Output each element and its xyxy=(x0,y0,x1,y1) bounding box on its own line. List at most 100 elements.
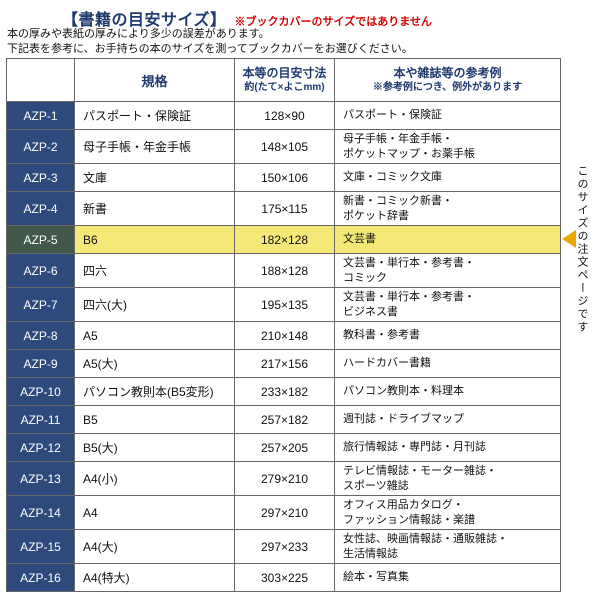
row-code: AZP-2 xyxy=(6,129,75,164)
row-code: AZP-11 xyxy=(6,405,75,434)
title-warning-text: ※ブックカバーのサイズではありません xyxy=(234,16,432,28)
intro-notes: 本の厚みや表紙の厚みにより多少の誤差があります。 下記表を参考に、お手持ちの本の… xyxy=(7,27,413,58)
row-standard: A4(大) xyxy=(74,529,235,564)
header-standard: 規格 xyxy=(74,58,235,102)
size-guide-table: 規格 本等の目安寸法 約(たて×よこmm) 本や雑誌等の参考例 ※参考例につき、… xyxy=(6,58,561,592)
row-code: AZP-9 xyxy=(6,349,75,378)
row-size: 279×210 xyxy=(234,461,335,496)
row-standard: B5 xyxy=(74,405,235,434)
table-row: AZP-2 母子手帳・年金手帳 148×105 母子手帳・年金手帳・ ポケットマップ・… xyxy=(6,129,561,164)
table-row: AZP-6 四六 188×128 文芸書・単行本・参考書・ コミック xyxy=(6,253,561,288)
row-size: 257×182 xyxy=(234,405,335,434)
table-row: AZP-3 文庫 150×106 文庫・コミック文庫 xyxy=(6,163,561,192)
row-size: 257×205 xyxy=(234,433,335,462)
row-standard: 新書 xyxy=(74,191,235,226)
row-size: 182×128 xyxy=(234,225,335,254)
row-code: AZP-12 xyxy=(6,433,75,462)
table-row: AZP-16 A4(特大) 303×225 絵本・写真集 xyxy=(6,563,561,592)
row-size: 210×148 xyxy=(234,321,335,350)
table-row: AZP-1 パスポート・保険証 128×90 パスポート・保険証 xyxy=(6,101,561,130)
row-examples: パソコン教則本・料理本 xyxy=(334,377,561,406)
row-size: 150×106 xyxy=(234,163,335,192)
row-standard: B5(大) xyxy=(74,433,235,462)
table-row: AZP-4 新書 175×115 新書・コミック新書・ ポケット辞書 xyxy=(6,191,561,226)
row-examples: テレビ情報誌・モーター雑誌・ スポーツ雑誌 xyxy=(334,461,561,496)
table-row: AZP-5 B6 182×128 文芸書 xyxy=(6,225,561,254)
row-size: 148×105 xyxy=(234,129,335,164)
table-body: AZP-1 パスポート・保険証 128×90 パスポート・保険証 AZP-2 母子手帳・年… xyxy=(6,101,561,592)
row-code: AZP-3 xyxy=(6,163,75,192)
row-code: AZP-16 xyxy=(6,563,75,592)
row-size: 128×90 xyxy=(234,101,335,130)
row-examples: 新書・コミック新書・ ポケット辞書 xyxy=(334,191,561,226)
header-size: 本等の目安寸法 約(たて×よこmm) xyxy=(234,58,335,102)
table-header-row: 規格 本等の目安寸法 約(たて×よこmm) 本や雑誌等の参考例 ※参考例につき、… xyxy=(6,58,561,102)
row-examples: 絵本・写真集 xyxy=(334,563,561,592)
row-standard: 母子手帳・年金手帳 xyxy=(74,129,235,164)
row-standard: A4(小) xyxy=(74,461,235,496)
vertical-order-page-note: このサイズの注文ページです xyxy=(576,165,588,334)
table-header: 規格 本等の目安寸法 約(たて×よこmm) 本や雑誌等の参考例 ※参考例につき、… xyxy=(6,58,561,102)
row-examples: ハードカバー書籍 xyxy=(334,349,561,378)
row-size: 233×182 xyxy=(234,377,335,406)
table-row: AZP-14 A4 297×210 オフィス用品カタログ・ ファッション情報誌・楽譜 xyxy=(6,495,561,530)
header-examples-title: 本や雑誌等の参考例 xyxy=(393,66,502,81)
table-row: AZP-7 四六(大) 195×135 文芸書・単行本・参考書・ ビジネス書 xyxy=(6,287,561,322)
row-standard: A5 xyxy=(74,321,235,350)
note-line-2: 下記表を参考に、お手持ちの本のサイズを測ってブックカバーをお選びください。 xyxy=(7,43,413,56)
row-standard: 文庫 xyxy=(74,163,235,192)
row-examples: 女性誌、映画情報誌・通販雑誌・ 生活情報誌 xyxy=(334,529,561,564)
header-size-sub: 約(たて×よこmm) xyxy=(244,81,325,93)
table-row: AZP-13 A4(小) 279×210 テレビ情報誌・モーター雑誌・ スポーツ雑誌 xyxy=(6,461,561,496)
row-size: 297×210 xyxy=(234,495,335,530)
row-standard: 四六 xyxy=(74,253,235,288)
row-standard: B6 xyxy=(74,225,235,254)
row-standard: A4 xyxy=(74,495,235,530)
row-standard: A5(大) xyxy=(74,349,235,378)
note-line-1: 本の厚みや表紙の厚みにより多少の誤差があります。 xyxy=(7,28,270,40)
row-standard: A4(特大) xyxy=(74,563,235,592)
row-examples: オフィス用品カタログ・ ファッション情報誌・楽譜 xyxy=(334,495,561,530)
row-size: 195×135 xyxy=(234,287,335,322)
header-examples-sub: ※参考例につき、例外があります xyxy=(372,81,523,93)
row-standard: パスポート・保険証 xyxy=(74,101,235,130)
page-title: 【書籍の目安サイズ】 xyxy=(62,12,227,29)
row-size: 217×156 xyxy=(234,349,335,378)
row-size: 188×128 xyxy=(234,253,335,288)
table-row: AZP-10 パソコン教則本(B5変形) 233×182 パソコン教則本・料理本 xyxy=(6,377,561,406)
header-code-blank xyxy=(6,58,75,102)
table-row: AZP-12 B5(大) 257×205 旅行情報誌・専門誌・月刊誌 xyxy=(6,433,561,462)
table-row: AZP-11 B5 257×182 週刊誌・ドライブマップ xyxy=(6,405,561,434)
row-code: AZP-13 xyxy=(6,461,75,496)
row-size: 175×115 xyxy=(234,191,335,226)
row-size: 303×225 xyxy=(234,563,335,592)
row-code: AZP-8 xyxy=(6,321,75,350)
row-code: AZP-6 xyxy=(6,253,75,288)
row-standard: 四六(大) xyxy=(74,287,235,322)
page-header: 【書籍の目安サイズ】 ※ブックカバーのサイズではありません xyxy=(62,6,432,30)
row-code: AZP-5 xyxy=(6,225,75,254)
row-examples: 文芸書・単行本・参考書・ ビジネス書 xyxy=(334,287,561,322)
row-examples: パスポート・保険証 xyxy=(334,101,561,130)
row-examples: 文芸書・単行本・参考書・ コミック xyxy=(334,253,561,288)
row-examples: 週刊誌・ドライブマップ xyxy=(334,405,561,434)
header-size-title: 本等の目安寸法 xyxy=(242,66,327,81)
row-code: AZP-4 xyxy=(6,191,75,226)
table-row: AZP-9 A5(大) 217×156 ハードカバー書籍 xyxy=(6,349,561,378)
row-code: AZP-7 xyxy=(6,287,75,322)
row-code: AZP-1 xyxy=(6,101,75,130)
row-examples: 教科書・参考書 xyxy=(334,321,561,350)
row-examples: 文庫・コミック文庫 xyxy=(334,163,561,192)
table-row: AZP-8 A5 210×148 教科書・参考書 xyxy=(6,321,561,350)
row-code: AZP-14 xyxy=(6,495,75,530)
table-row: AZP-15 A4(大) 297×233 女性誌、映画情報誌・通販雑誌・ 生活情報誌 xyxy=(6,529,561,564)
row-examples: 文芸書 xyxy=(334,225,561,254)
row-examples: 母子手帳・年金手帳・ ポケットマップ・お薬手帳 xyxy=(334,129,561,164)
selected-size-arrow-icon xyxy=(562,230,576,248)
row-code: AZP-15 xyxy=(6,529,75,564)
row-code: AZP-10 xyxy=(6,377,75,406)
row-standard: パソコン教則本(B5変形) xyxy=(74,377,235,406)
row-size: 297×233 xyxy=(234,529,335,564)
row-examples: 旅行情報誌・専門誌・月刊誌 xyxy=(334,433,561,462)
